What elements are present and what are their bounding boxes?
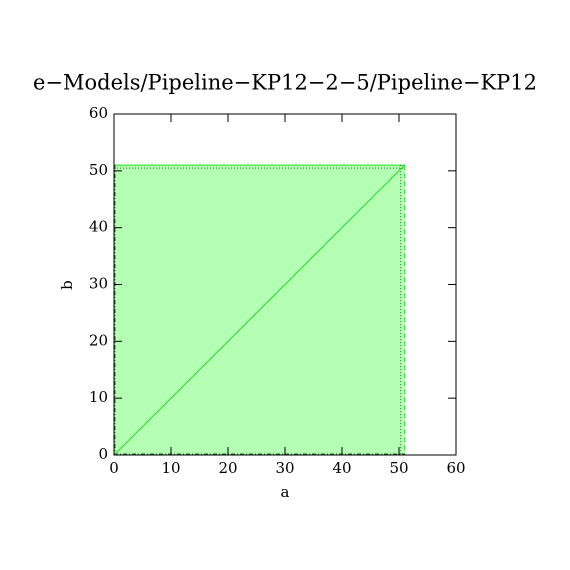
y-tick-label: 40: [89, 218, 108, 236]
y-axis-label: b: [58, 280, 76, 290]
y-tick-label: 30: [89, 275, 108, 293]
y-tick-label: 50: [89, 161, 108, 179]
x-tick-label: 10: [161, 459, 180, 477]
x-tick-label: 60: [446, 459, 465, 477]
x-tick-label: 20: [218, 459, 237, 477]
y-tick-label: 60: [89, 104, 108, 122]
y-tick-label: 0: [98, 445, 108, 463]
y-tick-label: 10: [89, 388, 108, 406]
y-tick-label: 20: [89, 331, 108, 349]
x-tick-label: 30: [275, 459, 294, 477]
x-axis-label: a: [281, 483, 290, 501]
x-tick-label: 0: [109, 459, 119, 477]
chart-title: e−Models/Pipeline−KP12−2−5/Pipeline−KP12: [33, 71, 537, 95]
x-tick-label: 40: [332, 459, 351, 477]
data-line: [113, 164, 406, 456]
x-tick-label: 50: [389, 459, 408, 477]
